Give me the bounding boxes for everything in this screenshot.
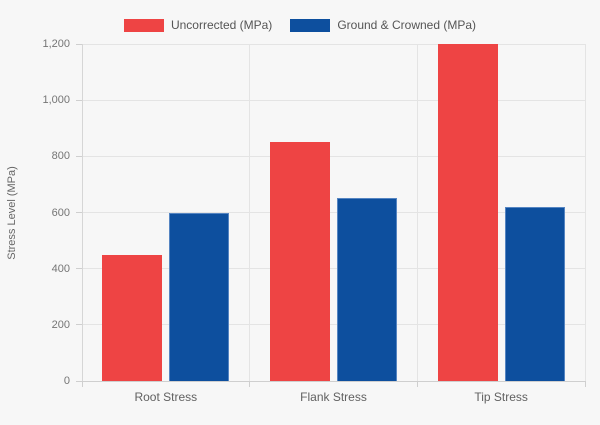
y-axis-line: [82, 44, 83, 381]
bar-ground-crowned-mpa-flank-stress[interactable]: [337, 198, 397, 381]
legend-item-ground-crowned[interactable]: Ground & Crowned (MPa): [290, 19, 476, 32]
gridline-y-600: [82, 212, 585, 213]
bar-uncorrected-mpa-root-stress[interactable]: [102, 254, 163, 381]
ytick-label-600: 600: [51, 206, 70, 219]
bar-ground-crowned-mpa-root-stress[interactable]: [169, 212, 230, 381]
ytick-label-1-200: 1,200: [42, 38, 70, 50]
plot-area: [76, 43, 586, 387]
ytick-mark-1-200: [76, 43, 82, 45]
xtick-label-tip-stress: Tip Stress: [474, 390, 528, 404]
gridline-x-1: [249, 44, 251, 381]
ytick-mark-400: [76, 268, 82, 270]
xtick-label-root-stress: Root Stress: [134, 390, 198, 404]
ytick-label-0: 0: [63, 375, 70, 387]
gridline-y-1-200: [82, 43, 585, 45]
legend-swatch-uncorrected: [123, 19, 164, 32]
legend-swatch-ground-crowned: [290, 19, 331, 32]
gridline-y-800: [82, 155, 585, 157]
xtick-mark-0: [81, 381, 83, 387]
ytick-label-400: 400: [51, 262, 70, 275]
gridline-x-3: [584, 44, 586, 381]
ytick-label-200: 200: [51, 318, 70, 331]
ytick-mark-0: [76, 380, 82, 382]
xtick-mark-2: [416, 381, 418, 387]
legend-label-ground-crowned: Ground & Crowned (MPa): [337, 18, 477, 32]
xtick-mark-3: [584, 381, 586, 387]
gridline-y-400: [82, 268, 585, 270]
legend-item-uncorrected[interactable]: Uncorrected (MPa): [123, 18, 273, 32]
chart-legend: Uncorrected (MPa) Ground & Crowned (MPa): [0, 19, 600, 32]
ytick-mark-600: [76, 212, 82, 213]
bar-uncorrected-mpa-tip-stress[interactable]: [437, 44, 498, 381]
ytick-mark-200: [76, 324, 82, 326]
x-axis-line: [82, 381, 585, 382]
gridline-x-2: [416, 44, 418, 381]
xtick-mark-1: [249, 381, 251, 387]
gridline-y-1-000: [82, 99, 585, 101]
xtick-label-flank-stress: Flank Stress: [300, 390, 367, 404]
legend-label-uncorrected: Uncorrected (MPa): [170, 18, 273, 32]
ytick-label-800: 800: [51, 150, 70, 163]
ytick-label-1-000: 1,000: [42, 94, 70, 107]
ytick-mark-1-000: [76, 99, 82, 101]
gridline-y-200: [82, 324, 585, 326]
bar-uncorrected-mpa-flank-stress[interactable]: [270, 142, 330, 381]
ytick-mark-800: [76, 155, 82, 157]
bar-ground-crowned-mpa-tip-stress[interactable]: [504, 206, 565, 381]
